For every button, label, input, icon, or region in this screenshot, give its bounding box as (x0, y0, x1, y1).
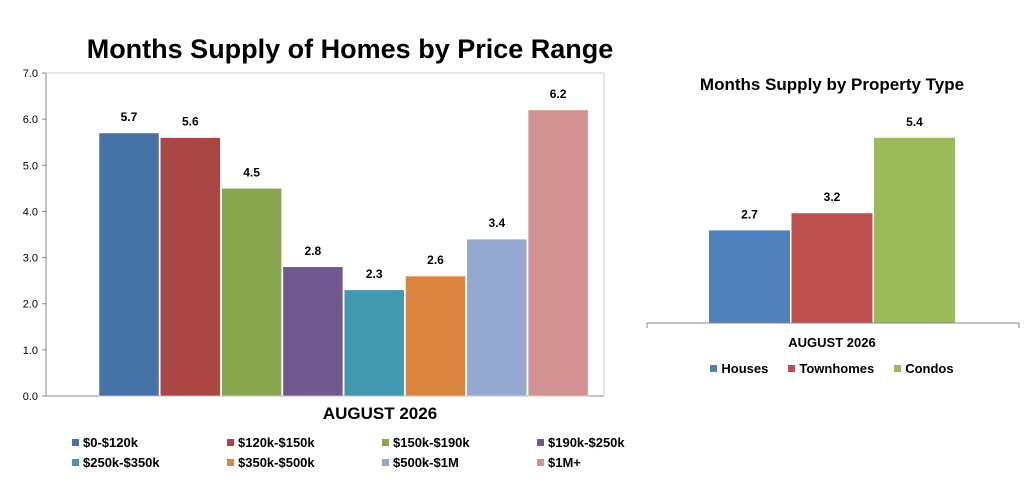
y-tick-label: 2.0 (23, 299, 38, 311)
legend-item: $120k-$150k (227, 432, 382, 452)
legend-item: $500k-$1M (382, 452, 537, 472)
legend-label: $120k-$150k (238, 434, 315, 450)
legend-item: $250k-$350k (72, 452, 227, 472)
bar-value-label: 4.5 (243, 165, 260, 179)
bar (343, 289, 405, 397)
bar (791, 213, 873, 323)
legend-label: $0-$120k (83, 434, 138, 450)
price-range-legend: $0-$120k $120k-$150k $150k-$190k $190k-$250… (72, 432, 692, 472)
property-type-legend: Houses Townhomes Condos (640, 361, 1024, 376)
bar (405, 275, 466, 397)
price-range-chart: 0.0 1.0 2.0 3.0 4.0 5.0 6.0 7.0 5.7 5.6 4.5 2.8 2.3 2… (23, 68, 605, 403)
legend-item: $150k-$190k (382, 432, 537, 452)
y-tick-label: 6.0 (23, 114, 38, 126)
y-tick-label: 7.0 (23, 68, 38, 80)
legend-swatch (72, 438, 79, 446)
property-type-x-axis-label: AUGUST 2026 (788, 335, 876, 350)
legend-swatch (537, 438, 544, 446)
bar-value-label: 5.6 (182, 115, 199, 129)
y-tick-label: 1.0 (23, 345, 38, 357)
legend-label: $350k-$500k (238, 454, 315, 470)
legend-swatch (227, 438, 234, 446)
bar (466, 238, 528, 397)
legend-label: $150k-$190k (393, 434, 470, 450)
bar (221, 188, 282, 397)
bar-value-label: 3.4 (488, 216, 505, 230)
legend-swatch (537, 458, 544, 466)
bar (98, 132, 160, 397)
legend-item: $1M+ (537, 452, 692, 472)
price-range-chart-title: Months Supply of Homes by Price Range (86, 34, 614, 64)
legend-swatch (382, 438, 389, 446)
legend-swatch (894, 365, 902, 372)
bar-value-label: 3.2 (824, 190, 841, 204)
y-tick-label: 4.0 (23, 206, 38, 218)
bar-value-label: 5.4 (906, 115, 923, 129)
bar-value-label: 6.2 (550, 87, 567, 101)
legend-item: $350k-$500k (227, 452, 382, 472)
property-type-chart: 2.7 3.2 5.4 (646, 115, 1020, 328)
bar-value-label: 5.7 (121, 110, 138, 124)
bar-value-label: 2.3 (366, 267, 383, 281)
legend-label: $500k-$1M (393, 454, 459, 470)
y-tick-label: 0.0 (23, 391, 38, 403)
bar (282, 266, 344, 397)
y-tick-label: 5.0 (23, 160, 38, 172)
legend-swatch (72, 458, 79, 466)
legend-label: Townhomes (799, 361, 875, 376)
bar (527, 109, 589, 397)
legend-label: $190k-$250k (548, 434, 625, 450)
legend-label: Houses (721, 361, 769, 376)
bar (709, 230, 790, 323)
legend-item: $190k-$250k (537, 432, 692, 452)
y-tick-label: 3.0 (23, 253, 38, 265)
bar (874, 137, 955, 323)
legend-item: Condos (894, 361, 954, 376)
legend-label: $1M+ (548, 454, 581, 470)
legend-swatch (710, 365, 718, 372)
legend-label: Condos (905, 361, 954, 376)
legend-item: Townhomes (788, 361, 874, 376)
bar-value-label: 2.7 (741, 207, 758, 221)
legend-item: Houses (710, 361, 768, 376)
legend-swatch (788, 365, 796, 372)
bar-value-label: 2.8 (305, 244, 322, 258)
bar (160, 137, 221, 397)
legend-swatch (227, 458, 234, 466)
property-type-chart-title: Months Supply by Property Type (699, 75, 965, 94)
price-range-x-axis-label: AUGUST 2026 (322, 404, 438, 423)
legend-label: $250k-$350k (83, 454, 160, 470)
legend-item: $0-$120k (72, 432, 227, 452)
bar-value-label: 2.6 (427, 253, 444, 267)
legend-swatch (382, 458, 389, 466)
